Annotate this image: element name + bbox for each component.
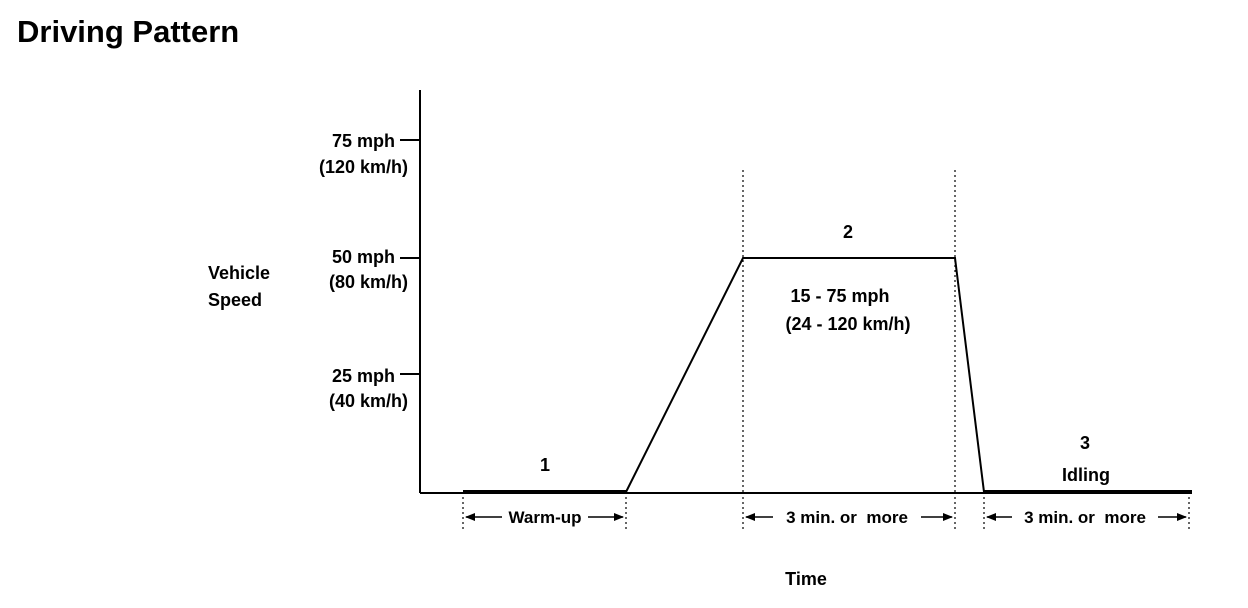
phase2-speed-range-kmh: (24 - 120 km/h) [785,314,910,334]
x-axis-label: Time [785,569,827,589]
phase3-name: Idling [1062,465,1110,485]
phase2-duration-label: 3 min. or more [786,508,908,527]
y-axis-label-line2: Speed [208,290,262,310]
y-axis-label-line1: Vehicle [208,263,270,283]
phase3-duration-label: 3 min. or more [1024,508,1146,527]
y-tick-label-75-mph: 75 mph [332,131,395,151]
warmup-duration-label: Warm-up [508,508,581,527]
y-tick-label-75-kmh: (120 km/h) [319,157,408,177]
y-tick-label-50-kmh: (80 km/h) [329,272,408,292]
phase2-number: 2 [843,222,853,242]
y-tick-label-25-kmh: (40 km/h) [329,391,408,411]
y-tick-label-50-mph: 50 mph [332,247,395,267]
y-tick-label-25-mph: 25 mph [332,366,395,386]
page-title: Driving Pattern [17,14,240,49]
phase2-speed-range-mph: 15 - 75 mph [790,286,889,306]
speed-profile [625,257,985,493]
phase1-number: 1 [540,455,550,475]
phase3-number: 3 [1080,433,1090,453]
